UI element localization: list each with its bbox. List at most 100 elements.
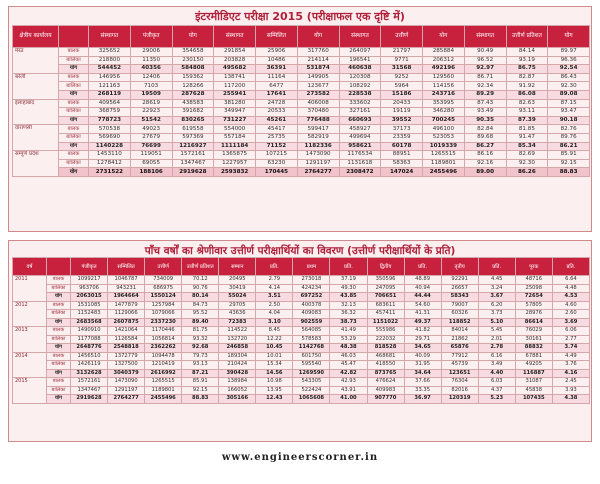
table-row: योग 778723 51542 830265 731227 45261 776488 660… — [13, 115, 590, 126]
table-cell: 354658 — [171, 47, 215, 57]
table-cell: 4.60 — [551, 300, 591, 310]
row-label: बालक — [46, 300, 71, 310]
table-cell: 38.73 — [329, 317, 368, 327]
table-cell: 601750 — [292, 351, 331, 361]
table-cell: 1347467 — [69, 385, 109, 395]
table-cell: 495682 — [213, 64, 256, 74]
table-cell: 71152 — [255, 141, 298, 152]
table-cell: 424234 — [292, 283, 331, 293]
table-row: योग 2919628 2764277 2455496 88.83 305166 12.43… — [13, 394, 591, 404]
table-cell: 79.73 — [181, 351, 220, 361]
table-cell: 1046787 — [107, 275, 146, 285]
table-cell: 89.68 — [463, 132, 507, 143]
table-cell: 39552 — [380, 115, 423, 126]
table-cell: 350596 — [366, 275, 405, 285]
table-cell: 45739 — [440, 360, 479, 370]
row-label: बालिका — [46, 385, 71, 395]
table-cell: 203828 — [213, 55, 256, 66]
table-cell: 58343 — [440, 292, 479, 302]
table-cell: 1473090 — [107, 377, 146, 387]
table-cell: 42.93 — [329, 377, 368, 387]
table-row: सम्पूर्ण प्रदेश बालक 1453110 119051 1572161 1… — [12, 150, 590, 177]
table-cell: 1421064 — [107, 326, 146, 336]
table-cell: 107215 — [255, 150, 298, 160]
year-name: 2015 — [12, 377, 47, 404]
table-cell: 77912 — [440, 351, 479, 361]
table-cell: 12406 — [129, 72, 173, 83]
table-cell: 349947 — [213, 107, 256, 117]
table-cell: 531874 — [296, 64, 340, 74]
table-row: 2012 बालक 1531085 1477879 1257984 84.73 29705 2… — [12, 300, 591, 327]
table-cell: 776488 — [296, 115, 340, 126]
table-cell: 1456510 — [69, 351, 109, 361]
five-year-title: पाँच वर्षों का श्रेणीवार उत्तीर्ण परीक्ष… — [144, 245, 456, 257]
table-row: योग 2683568 2607875 2337230 89.40 72383 3.10 90… — [13, 317, 591, 327]
col-header: प्रति. — [551, 257, 591, 276]
table-cell: 67881 — [514, 351, 553, 361]
table-cell: 496100 — [422, 124, 465, 134]
table-cell: 30419 — [218, 283, 257, 293]
table-cell: 30161 — [514, 334, 553, 344]
table-cell: 86.27 — [463, 141, 507, 152]
table-cell: 686975 — [144, 283, 183, 293]
row-label: बालिका — [58, 158, 89, 169]
table-cell: 6.16 — [477, 351, 516, 361]
table-cell: 25735 — [255, 132, 298, 143]
table-cell: 2764277 — [296, 167, 340, 177]
col-header: संस्थागत — [463, 25, 507, 48]
table-cell: 963706 — [69, 283, 109, 293]
table-cell: 123677 — [296, 81, 340, 91]
table-cell: 116887 — [514, 368, 553, 378]
table-cell: 778723 — [88, 115, 131, 126]
table-cell: 70.12 — [181, 275, 220, 285]
header-row: क्षेत्रीय कार्यालय संस्थागत पंजीकृत योग … — [12, 25, 590, 48]
table-cell: 907770 — [366, 394, 405, 404]
row-label: योग — [46, 317, 71, 327]
table-cell: 409083 — [292, 309, 331, 319]
table-cell: 2337230 — [144, 317, 183, 327]
table-cell: 92.16 — [463, 158, 507, 169]
table-cell: 2455496 — [144, 394, 183, 404]
col-header: संस्थागत — [338, 25, 382, 48]
region-name: बरेली — [12, 72, 59, 100]
table-cell: 2607875 — [107, 317, 146, 327]
col-header — [58, 25, 89, 48]
table-cell: 214114 — [296, 55, 340, 66]
col-header: पंजीकृत — [129, 25, 173, 48]
table-cell: 166052 — [218, 385, 257, 395]
col-header: द्वितीय — [366, 257, 405, 276]
table-cell: 34.64 — [403, 368, 442, 378]
table-cell: 91.92 — [505, 81, 549, 91]
table-cell: 37173 — [380, 124, 423, 134]
table-cell: 48.38 — [329, 343, 368, 353]
table-cell: 45417 — [255, 124, 298, 134]
table-cell: 31568 — [380, 64, 423, 74]
table-cell: 595540 — [292, 360, 331, 370]
table-cell: 4.04 — [255, 309, 294, 319]
table-cell: 1490910 — [69, 326, 109, 336]
table-cell: 418550 — [366, 360, 405, 370]
table-cell: 25098 — [514, 283, 553, 293]
col-header: पूरक — [514, 257, 553, 276]
col-header: योग — [422, 25, 465, 48]
table-cell: 1182336 — [296, 141, 340, 152]
table-cell: 81.85 — [505, 124, 549, 134]
table-cell: 9252 — [380, 72, 423, 83]
table-cell: 12.22 — [255, 334, 294, 344]
table-cell: 93.19 — [505, 55, 549, 66]
table-cell: 41.31 — [403, 309, 442, 319]
table-cell: 438583 — [171, 98, 215, 109]
table-cell: 246858 — [218, 343, 257, 353]
table-cell: 2919628 — [171, 167, 215, 177]
table-cell: 409564 — [88, 98, 131, 109]
table-row: बालिका 1177088 1126584 1056814 93.32 132720 12… — [13, 334, 591, 344]
table-cell: 1964664 — [107, 292, 146, 302]
table-cell: 17641 — [255, 89, 298, 100]
table-row: योग 2648776 2548818 2362262 92.68 246858 10.45… — [13, 343, 591, 353]
table-cell: 93.32 — [181, 334, 220, 344]
table-cell: 457411 — [366, 309, 405, 319]
table-cell: 247095 — [366, 283, 405, 293]
table-cell: 146956 — [88, 72, 131, 83]
results-summary-table: क्षेत्रीय कार्यालय संस्थागत पंजीकृत योग … — [12, 25, 590, 177]
table-cell: 14.56 — [255, 368, 294, 378]
